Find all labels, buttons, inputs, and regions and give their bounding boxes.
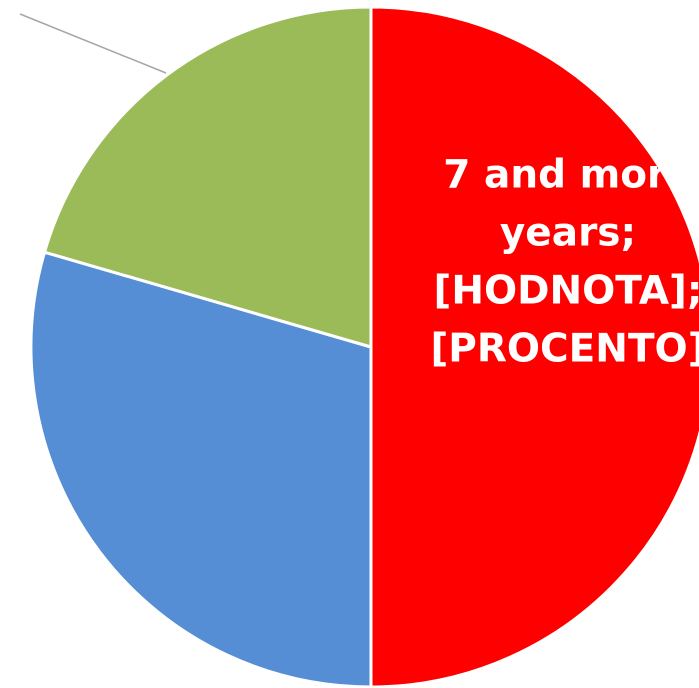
pie-slice [29,250,373,688]
pie-slice [42,5,373,349]
pie-slice [369,5,699,688]
slices [29,5,699,688]
leader-line [19,13,167,74]
labels: 7 and more years; [HODNOTA]; [PROCENTO] [430,153,699,372]
data-label: [HODNOTA]; [434,269,699,314]
data-label: [PROCENTO] [430,327,699,372]
data-label: 7 and more [443,153,692,198]
data-label: years; [500,211,636,256]
